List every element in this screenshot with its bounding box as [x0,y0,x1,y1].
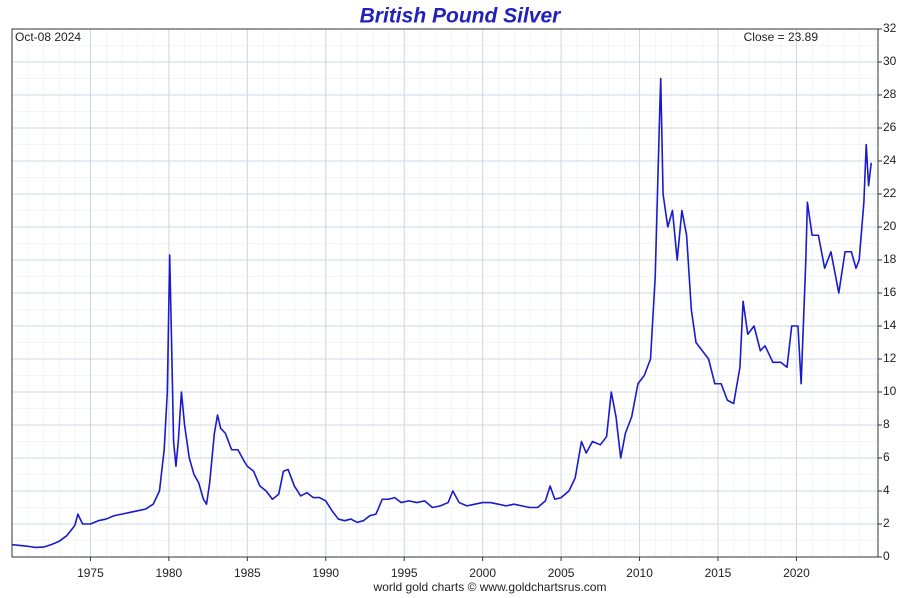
x-tick-label: 2005 [548,566,575,580]
x-tick-label: 1975 [77,566,104,580]
y-tick-label: 28 [883,87,897,101]
x-tick-label: 1985 [234,566,261,580]
y-tick-label: 32 [883,21,897,35]
y-tick-label: 6 [883,450,890,464]
y-tick-label: 24 [883,153,897,167]
y-tick-label: 14 [883,318,897,332]
y-tick-label: 18 [883,252,897,266]
x-tick-label: 2000 [469,566,496,580]
footer: world gold charts © www.goldchartsrus.co… [373,580,607,594]
y-tick-label: 16 [883,285,897,299]
y-tick-label: 10 [883,384,897,398]
y-tick-label: 0 [883,549,890,563]
y-tick-label: 20 [883,219,897,233]
x-tick-label: 1995 [391,566,418,580]
close-label: Close = 23.89 [744,30,819,44]
x-tick-label: 2015 [705,566,732,580]
chart-title: British Pound Silver [360,5,563,28]
price-line [11,77,873,549]
date-label: Oct-08 2024 [15,30,81,44]
y-tick-label: 12 [883,351,897,365]
y-tick-label: 8 [883,417,890,431]
y-tick-label: 22 [883,186,897,200]
x-tick-label: 2020 [783,566,810,580]
x-tick-label: 1980 [156,566,183,580]
x-tick-label: 1990 [312,566,339,580]
y-tick-label: 4 [883,483,890,497]
y-tick-label: 2 [883,516,890,530]
y-tick-label: 30 [883,54,897,68]
y-tick-label: 26 [883,120,897,134]
x-tick-label: 2010 [626,566,653,580]
